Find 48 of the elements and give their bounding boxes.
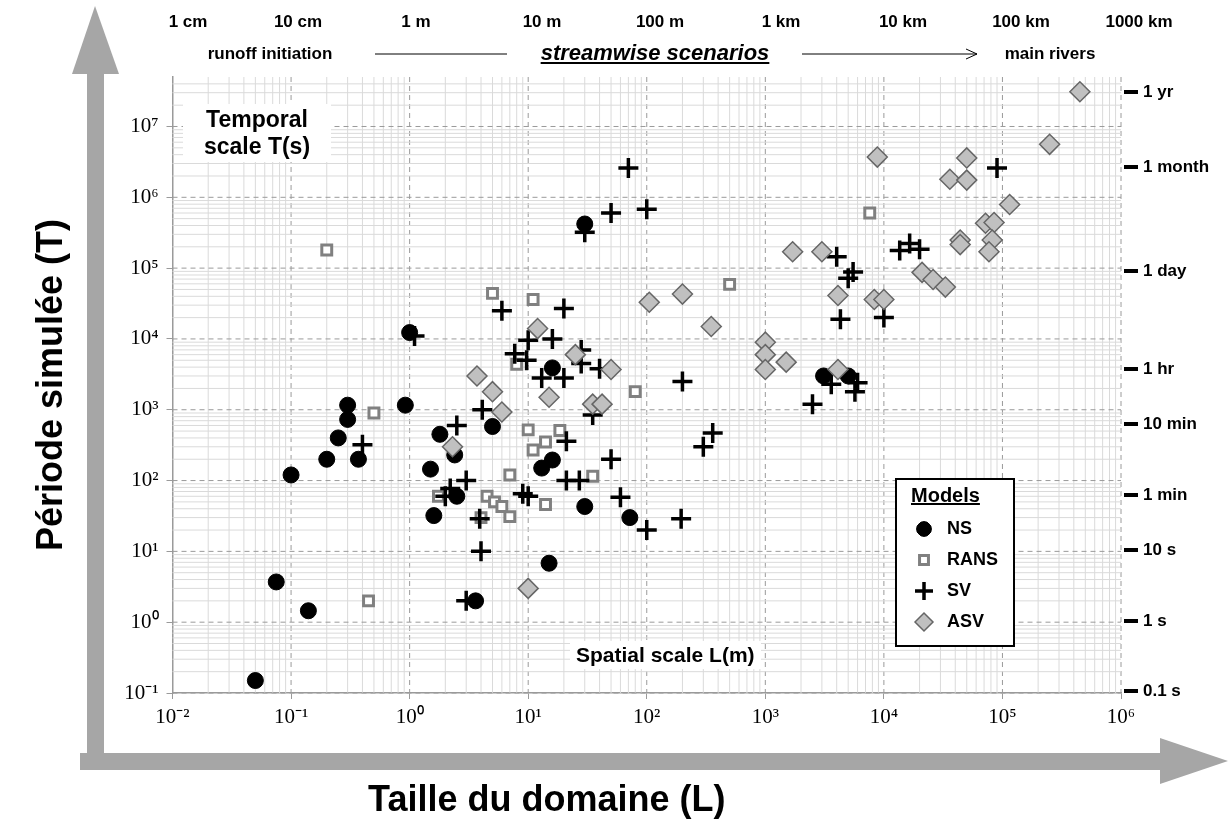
x-tick-label: 10⁶ bbox=[1106, 704, 1136, 729]
x-tick-label: 10² bbox=[633, 704, 661, 729]
text: 1 month bbox=[1143, 156, 1210, 178]
text: 1 hr bbox=[1143, 358, 1175, 380]
x-tick-label: 10⁻² bbox=[155, 704, 190, 729]
annotation: Spatial scale L(m) bbox=[570, 641, 761, 669]
text: 1 min bbox=[1143, 484, 1188, 506]
text: 10 km bbox=[877, 12, 929, 32]
y-tick-label: 10² bbox=[131, 467, 159, 492]
text: 1 cm bbox=[167, 12, 209, 32]
legend-title: Models bbox=[911, 484, 981, 507]
y-tick-label: 10¹ bbox=[131, 537, 159, 562]
x-tick-label: 10³ bbox=[751, 704, 779, 729]
text: 0.1 s bbox=[1143, 680, 1181, 702]
text: 100 km bbox=[991, 12, 1051, 32]
text: 1 km bbox=[760, 12, 802, 32]
x-axis-title: Taille du domaine (L) bbox=[367, 778, 727, 820]
text: 10 m bbox=[521, 12, 563, 32]
text: runoff initiation bbox=[206, 44, 334, 64]
annotation: Temporal scale T(s) bbox=[183, 104, 331, 162]
text: 1 day bbox=[1143, 260, 1187, 282]
y-tick-label: 10⁶ bbox=[130, 183, 159, 208]
text: 100 m bbox=[634, 12, 686, 32]
y-axis-title: Période simulée (T) bbox=[28, 217, 71, 554]
x-tick-label: 10¹ bbox=[514, 704, 542, 729]
text: 1 yr bbox=[1143, 81, 1174, 103]
x-tick-label: 10⁻¹ bbox=[273, 704, 309, 729]
y-tick-label: 10⁵ bbox=[130, 254, 159, 279]
y-tick-label: 10⁰ bbox=[130, 608, 159, 633]
y-tick-label: 10⁷ bbox=[130, 113, 159, 138]
y-tick-label: 10³ bbox=[131, 396, 159, 421]
text: 10 min bbox=[1143, 413, 1197, 435]
x-tick-label: 10⁴ bbox=[869, 704, 899, 729]
text: 10 s bbox=[1143, 539, 1177, 561]
legend-label: SV bbox=[947, 580, 972, 601]
x2-axis-title: streamwise scenarios bbox=[539, 40, 771, 66]
x-tick-label: 10⁰ bbox=[395, 704, 424, 729]
text: 10 cm bbox=[272, 12, 324, 32]
legend-label: ASV bbox=[947, 611, 985, 632]
legend-label: RANS bbox=[947, 549, 999, 570]
y-tick-label: 10⁴ bbox=[130, 325, 159, 350]
legend-label: NS bbox=[947, 518, 973, 539]
text: 1 s bbox=[1143, 610, 1167, 632]
text: 1000 km bbox=[1104, 12, 1174, 32]
x-tick-label: 10⁵ bbox=[988, 704, 1017, 729]
text: 1 m bbox=[400, 12, 432, 32]
text: main rivers bbox=[1003, 44, 1097, 64]
y-tick-label: 10⁻¹ bbox=[124, 679, 159, 704]
